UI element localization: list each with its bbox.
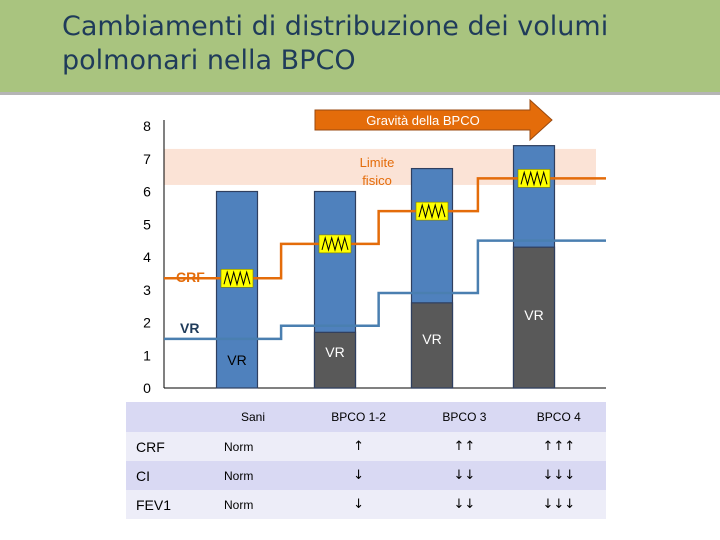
table-header-cell <box>126 402 206 432</box>
table-cell: ↑↑↑ <box>511 432 606 461</box>
tidal-breathing-box <box>318 234 352 254</box>
table-cell: ↓↓↓ <box>511 461 606 490</box>
vr-step-line <box>164 239 606 341</box>
tidal-breathing-wave <box>418 203 446 220</box>
bar-vr-bpco-3 <box>410 302 454 389</box>
table-cell: ↓ <box>300 490 418 519</box>
table-header-cell: BPCO 3 <box>417 402 512 432</box>
y-tick-label: 0 <box>143 380 151 396</box>
bar-vr-bpco-4 <box>512 246 556 389</box>
page-title: Cambiamenti di distribuzione dei volumi … <box>62 11 609 76</box>
table-cell: ↑↑ <box>417 432 512 461</box>
y-tick-label: 7 <box>143 151 151 167</box>
crf-step-line <box>164 177 606 280</box>
physical-limit-label: Limite <box>360 155 395 170</box>
tidal-breathing-wave <box>321 235 349 252</box>
y-tick-label: 2 <box>143 315 151 331</box>
table-header-row: Sani BPCO 1-2 BPCO 3 BPCO 4 <box>126 402 606 432</box>
lung-volume-chart: 0 1 2 3 4 5 6 7 8 VR VR VR VR CRF VR Limite fisico Gravit… <box>143 98 606 396</box>
crf-label: CRF <box>176 269 205 285</box>
table-header-cell: BPCO 4 <box>511 402 606 432</box>
table-cell: ↓↓ <box>417 490 512 519</box>
tidal-breathing-box <box>220 268 254 288</box>
table-cell: ↓↓↓ <box>511 490 606 519</box>
tidal-breathing-box <box>415 201 449 221</box>
tidal-breathing-wave <box>520 170 548 187</box>
table-cell: ↑ <box>300 432 418 461</box>
title-bar: Cambiamenti di distribuzione dei volumi … <box>0 0 720 95</box>
gravity-arrow <box>314 98 553 142</box>
table-row: CRF Norm ↑ ↑↑ ↑↑↑ <box>126 432 606 461</box>
bar-vr-label: VR <box>227 352 246 368</box>
y-tick-label: 8 <box>143 118 151 134</box>
gravity-arrow-label: Gravità della BPCO <box>366 113 479 128</box>
table-cell: Norm <box>206 490 300 519</box>
y-tick-label: 5 <box>143 216 151 232</box>
row-label: CRF <box>126 432 206 461</box>
bar-total-sani <box>215 190 259 389</box>
table-row: CI Norm ↓ ↓↓ ↓↓↓ <box>126 461 606 490</box>
tidal-breathing-wave <box>223 270 251 287</box>
table-cell: Norm <box>206 432 300 461</box>
y-tick-label: 3 <box>143 282 151 298</box>
physical-limit-label: fisico <box>362 173 392 188</box>
y-tick-label: 4 <box>143 249 151 265</box>
y-tick-label: 1 <box>143 347 151 363</box>
bar-vr-bpco-1-2 <box>313 331 357 389</box>
row-label: FEV1 <box>126 490 206 519</box>
bar-vr-label: VR <box>422 331 441 347</box>
table-row: FEV1 Norm ↓ ↓↓ ↓↓↓ <box>126 490 606 519</box>
bar-vr-label: VR <box>524 307 543 323</box>
row-label: CI <box>126 461 206 490</box>
bar-vr-label: VR <box>325 344 344 360</box>
y-tick-label: 6 <box>143 184 151 200</box>
table-header-cell: BPCO 1-2 <box>300 402 418 432</box>
table-cell: ↓ <box>300 461 418 490</box>
vr-label: VR <box>180 320 199 336</box>
table-cell: Norm <box>206 461 300 490</box>
table-header-cell: Sani <box>206 402 300 432</box>
comparison-table: Sani BPCO 1-2 BPCO 3 BPCO 4 CRF Norm ↑ ↑… <box>126 402 606 519</box>
table-cell: ↓↓ <box>417 461 512 490</box>
tidal-breathing-box <box>517 169 551 188</box>
